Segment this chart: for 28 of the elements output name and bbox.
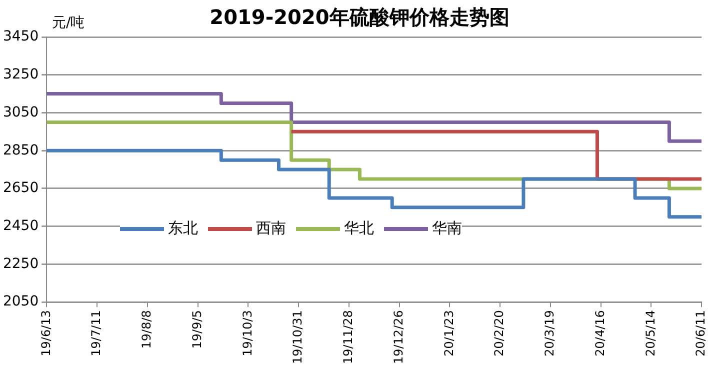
chart-title: 2019-2020年硫酸钾价格走势图	[210, 5, 510, 29]
y-tick-label: 3450	[2, 28, 39, 45]
y-tick-label: 3050	[2, 104, 39, 120]
y-tick-label: 2450	[2, 218, 39, 234]
x-tick-label: 20/2/20	[492, 310, 506, 356]
y-tick-label: 2250	[2, 256, 39, 272]
x-tick-label: 19/10/31	[290, 310, 305, 364]
x-tick-label: 19/11/28	[341, 310, 356, 364]
y-axis-title: 元/吨	[52, 14, 85, 32]
x-tick-label: 20/4/16	[592, 310, 607, 356]
legend-label: 华南	[432, 219, 462, 238]
x-tick-label: 20/1/23	[442, 310, 456, 356]
x-tick-label: 19/8/8	[140, 310, 154, 349]
y-tick-label: 2850	[2, 142, 39, 158]
x-tick-label: 19/6/13	[38, 310, 53, 356]
y-tick-label: 3250	[2, 66, 39, 83]
x-tick-label: 19/10/3	[240, 310, 254, 356]
x-tick-label: 19/9/5	[190, 310, 204, 349]
x-tick-label: 20/5/14	[643, 310, 658, 356]
legend-label: 西南	[256, 219, 286, 238]
legend-label: 东北	[168, 219, 198, 238]
x-tick-label: 20/3/19	[542, 310, 557, 356]
legend-label: 华北	[344, 219, 374, 238]
y-tick-label: 2650	[2, 180, 39, 196]
y-tick-label: 2050	[2, 294, 39, 310]
x-tick-label: 20/6/11	[694, 310, 708, 356]
x-tick-label: 19/12/26	[391, 310, 406, 364]
x-tick-label: 19/7/11	[89, 310, 104, 356]
